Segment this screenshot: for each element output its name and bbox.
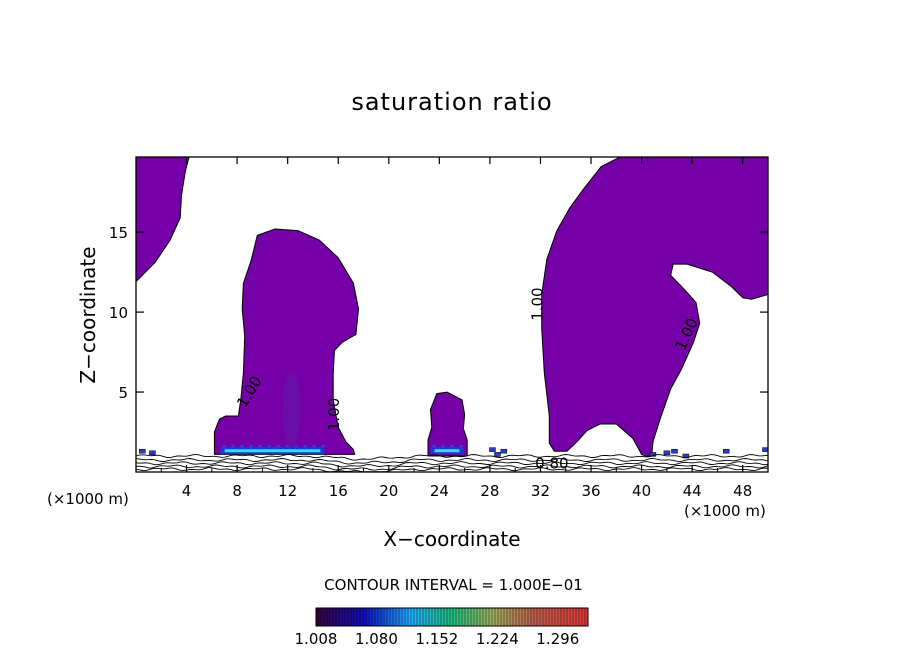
surface-dot [489, 447, 496, 452]
band-speckle [450, 445, 454, 448]
surface-dot [762, 447, 768, 452]
band-speckle [222, 445, 226, 448]
colorbar-tick-label: 1.080 [355, 630, 398, 648]
band-speckle [441, 445, 445, 448]
band-speckle [303, 445, 307, 448]
band-speckle [459, 445, 463, 448]
x-tick-label: 48 [733, 482, 752, 500]
colorbar-tick-label: 1.296 [536, 630, 579, 648]
band-speckle [312, 445, 316, 448]
colorbar-tick-label: 1.224 [476, 630, 519, 648]
chart-title: saturation ratio [351, 88, 553, 116]
surface-dot [139, 448, 146, 454]
x-tick-label: 8 [232, 482, 242, 500]
contour-label: 1.00 [528, 287, 546, 320]
x-tick-label: 20 [379, 482, 398, 500]
surface-contour-lines [135, 453, 769, 473]
x-unit-label-right: (×1000 m) [684, 502, 766, 520]
surface-dot [149, 450, 156, 456]
surface-dot [723, 448, 730, 454]
x-tick-label: 12 [278, 482, 297, 500]
y-tick-label: 15 [109, 224, 128, 242]
x-tick-label: 28 [480, 482, 499, 500]
cloud-x24 [427, 391, 468, 457]
band-speckle [258, 445, 262, 448]
colorbar-tick-label: 1.008 [295, 630, 338, 648]
band-speckle [267, 445, 271, 448]
band-core [434, 449, 460, 453]
x-tick-label: 36 [581, 482, 600, 500]
band-core [224, 449, 321, 453]
colorbar: 1.008 1.080 1.152 1.224 1.296 [295, 607, 589, 648]
x-unit-label-left: (×1000 m) [47, 490, 129, 508]
colorbar-tick-label: 1.152 [415, 630, 458, 648]
surface-dot [500, 448, 508, 454]
y-axis-label: Z−coordinate [76, 246, 100, 384]
y-tick-label: 5 [118, 384, 128, 402]
contour-label: 1.00 [325, 398, 343, 431]
band-speckle [285, 445, 289, 448]
surface-dot [671, 448, 678, 454]
contour-label: 0.80 [535, 455, 568, 473]
bright-bands [220, 445, 464, 455]
x-tick-label: 4 [182, 482, 192, 500]
band-speckle [321, 445, 325, 448]
x-tick-label: 24 [430, 482, 449, 500]
plot-frame [135, 156, 769, 473]
contour-interval-label: CONTOUR INTERVAL = 1.000E−01 [324, 576, 583, 594]
cloud-left-edge [136, 157, 190, 283]
shaded-core [282, 372, 301, 447]
surface-contour [135, 461, 769, 468]
band-speckle [276, 445, 280, 448]
surface-dot [663, 450, 671, 456]
cloud-x12 [213, 228, 359, 455]
band-speckle [231, 445, 235, 448]
x-tick-label: 44 [683, 482, 702, 500]
x-tick-label: 40 [632, 482, 651, 500]
surface-dot [494, 452, 501, 457]
x-tick-label: 16 [329, 482, 348, 500]
surface-contour [135, 464, 769, 471]
surface-contour [135, 457, 769, 465]
cloud-x38 [541, 157, 768, 457]
x-axis-label: X−coordinate [383, 527, 521, 551]
y-tick-label: 10 [109, 304, 128, 322]
band-speckle [240, 445, 244, 448]
band-speckle [249, 445, 253, 448]
band-speckle [432, 445, 436, 448]
filled-regions [136, 157, 768, 459]
colorbar-frame [315, 607, 589, 627]
x-tick-label: 32 [531, 482, 550, 500]
surface-contour [135, 453, 768, 461]
surface-contour [135, 467, 769, 473]
band-speckle [294, 445, 298, 448]
